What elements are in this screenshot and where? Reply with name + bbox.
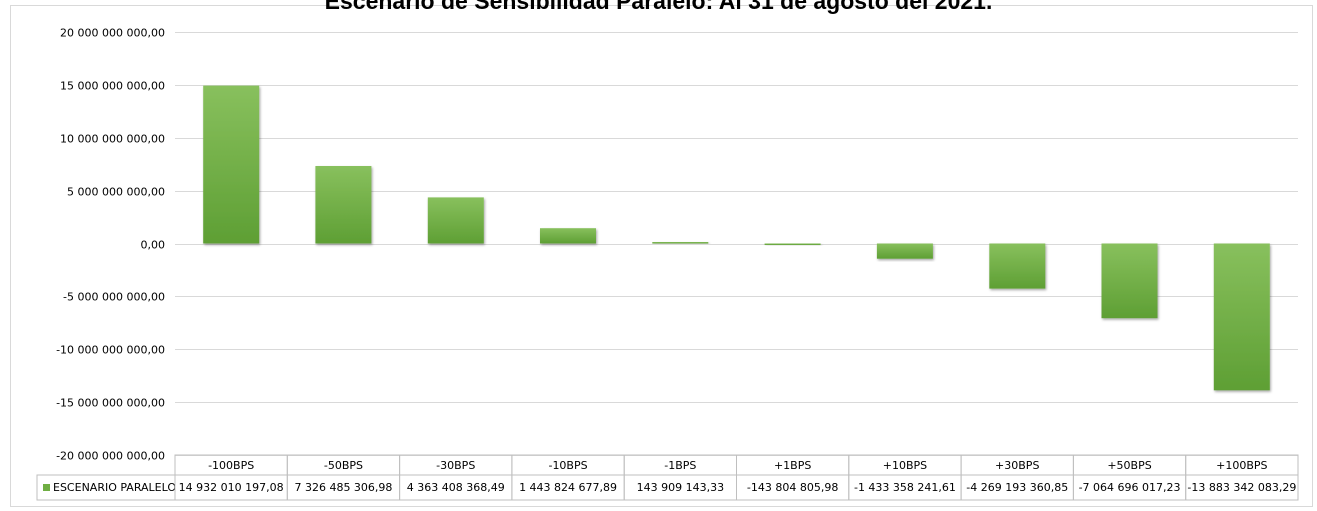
y-tick-label: 5 000 000 000,00 <box>67 186 165 199</box>
table-value-cell <box>1185 474 1299 501</box>
y-tick-label: -10 000 000 000,00 <box>56 344 165 357</box>
data-value-label: 14 932 010 197,08 <box>179 481 284 494</box>
y-tick-label: -5 000 000 000,00 <box>63 291 165 304</box>
data-table: -100BPS -50BPS -30BPS -10BPS -1BPS +1BPS +10BP… <box>36 454 1299 501</box>
data-value-label: -1 433 358 241,61 <box>854 481 956 494</box>
category-label: +30BPS <box>995 459 1039 472</box>
data-value-label: 7 326 485 306,98 <box>294 481 392 494</box>
bar <box>1213 243 1270 391</box>
bar <box>315 166 372 244</box>
bar <box>203 85 260 244</box>
y-tick-label: 10 000 000 000,00 <box>60 133 165 146</box>
bar <box>427 197 484 244</box>
legend-swatch <box>43 484 50 491</box>
bar <box>876 243 933 259</box>
bar <box>652 242 709 244</box>
bar <box>989 243 1046 289</box>
bar <box>764 243 821 245</box>
bars <box>203 85 1270 391</box>
y-tick-label: -20 000 000 000,00 <box>56 450 165 463</box>
y-tick-label: -15 000 000 000,00 <box>56 397 165 410</box>
category-label: +100BPS <box>1216 459 1267 472</box>
bar <box>540 228 596 244</box>
category-label: -50BPS <box>324 459 363 472</box>
category-label: +1BPS <box>774 459 811 472</box>
data-value-label: 143 909 143,33 <box>637 481 724 494</box>
y-tick-label: 20 000 000 000,00 <box>60 27 165 40</box>
y-tick-label: 0,00 <box>141 239 166 252</box>
category-label: +10BPS <box>883 459 927 472</box>
category-label: -1BPS <box>664 459 696 472</box>
data-value-label: 1 443 824 677,89 <box>519 481 617 494</box>
data-value-label: -4 269 193 360,85 <box>966 481 1068 494</box>
grid-lines <box>175 32 1298 456</box>
data-value-label: 4 363 408 368,49 <box>407 481 505 494</box>
category-label: -100BPS <box>208 459 254 472</box>
data-value-label: -7 064 696 017,23 <box>1079 481 1181 494</box>
category-label: -10BPS <box>548 459 587 472</box>
category-label: +50BPS <box>1107 459 1151 472</box>
y-axis-tick-labels: 20 000 000 000,00 15 000 000 000,00 10 000… <box>56 27 165 463</box>
data-value-label: -13 883 342 083,29 <box>1187 481 1296 494</box>
category-label: -30BPS <box>436 459 475 472</box>
bar <box>1101 243 1158 319</box>
legend-label: ESCENARIO PARALELO <box>53 481 176 494</box>
data-value-label: -143 804 805,98 <box>747 481 838 494</box>
y-tick-label: 15 000 000 000,00 <box>60 80 165 93</box>
chart-title: Escenario de Sensibilidad Paralelo: Al 3… <box>324 0 993 14</box>
